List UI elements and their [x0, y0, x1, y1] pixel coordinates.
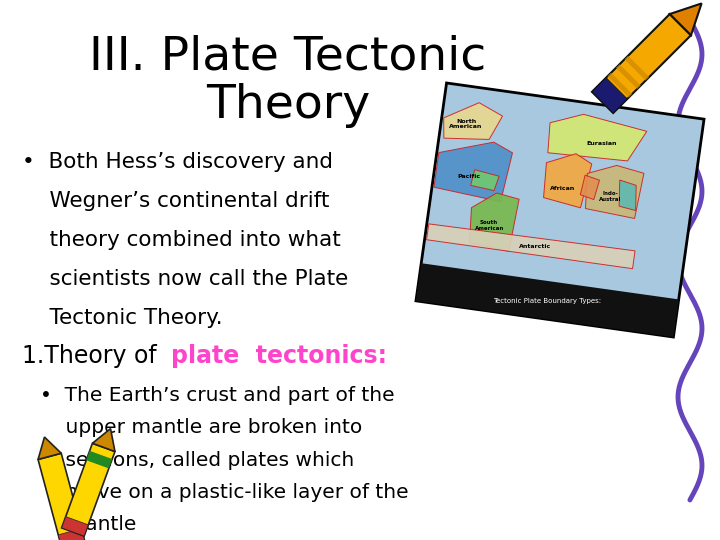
Polygon shape: [580, 175, 600, 200]
Text: upper mantle are broken into: upper mantle are broken into: [40, 418, 362, 437]
Bar: [608, 73, 632, 98]
Polygon shape: [426, 224, 635, 269]
Polygon shape: [544, 154, 592, 208]
Bar: [592, 14, 691, 113]
Polygon shape: [619, 180, 636, 211]
Bar: [616, 64, 641, 89]
Text: theory combined into what: theory combined into what: [22, 230, 341, 250]
Polygon shape: [585, 165, 644, 219]
Text: scientists now call the Plate: scientists now call the Plate: [22, 268, 348, 289]
Text: Indo-
Austral: Indo- Austral: [599, 192, 621, 202]
Text: African: African: [550, 186, 576, 191]
Text: North
American: North American: [449, 119, 482, 130]
Text: III. Plate Tectonic: III. Plate Tectonic: [89, 34, 487, 79]
Text: Pacific: Pacific: [457, 174, 480, 179]
Text: •  The Earth’s crust and part of the: • The Earth’s crust and part of the: [40, 386, 395, 405]
Polygon shape: [38, 437, 61, 460]
Polygon shape: [471, 170, 499, 191]
Text: •  Both Hess’s discovery and: • Both Hess’s discovery and: [22, 152, 333, 172]
Text: plate  tectonics:: plate tectonics:: [171, 345, 387, 368]
Text: South
American: South American: [474, 220, 504, 231]
Polygon shape: [548, 114, 647, 161]
Text: move on a plastic-like layer of the: move on a plastic-like layer of the: [40, 483, 408, 502]
Text: 1.Theory of: 1.Theory of: [22, 345, 164, 368]
Bar: [416, 83, 704, 337]
Bar: [62, 443, 115, 536]
Polygon shape: [444, 103, 503, 139]
Text: mantle: mantle: [40, 515, 136, 535]
Bar: [624, 56, 649, 80]
Bar: [86, 451, 112, 468]
Text: Tectonic Theory.: Tectonic Theory.: [22, 307, 222, 328]
Polygon shape: [469, 193, 519, 251]
Polygon shape: [92, 429, 115, 451]
Text: sections, called plates which: sections, called plates which: [40, 450, 354, 470]
Polygon shape: [670, 3, 701, 35]
Polygon shape: [434, 142, 513, 201]
Bar: [592, 78, 627, 113]
Text: Eurasian: Eurasian: [587, 140, 617, 146]
Text: Tectonic Plate Boundary Types:: Tectonic Plate Boundary Types:: [493, 298, 601, 304]
Text: Wegner’s continental drift: Wegner’s continental drift: [22, 191, 329, 211]
Bar: [38, 453, 84, 540]
Text: Theory: Theory: [206, 83, 370, 128]
Bar: [416, 263, 679, 337]
Bar: [58, 529, 84, 540]
Text: Antarctic: Antarctic: [518, 244, 551, 249]
Bar: [62, 517, 89, 536]
